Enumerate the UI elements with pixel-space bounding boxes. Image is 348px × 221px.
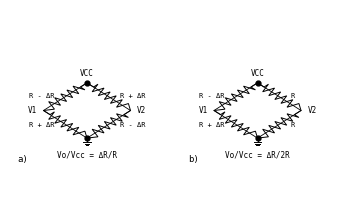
Text: VCC: VCC (251, 69, 264, 78)
Text: V1: V1 (28, 106, 37, 115)
Text: Vo/Vcc = ΔR/2R: Vo/Vcc = ΔR/2R (225, 150, 290, 159)
Text: R: R (290, 122, 295, 128)
Text: V1: V1 (198, 106, 208, 115)
Text: R + ΔR: R + ΔR (120, 93, 145, 99)
Text: Vo/Vcc = ΔR/R: Vo/Vcc = ΔR/R (57, 150, 117, 159)
Text: a): a) (17, 155, 28, 164)
Text: R - ΔR: R - ΔR (120, 122, 145, 128)
Text: b): b) (188, 155, 198, 164)
Text: V2: V2 (137, 106, 146, 115)
Text: V2: V2 (307, 106, 317, 115)
Text: R + ΔR: R + ΔR (199, 122, 225, 128)
Text: R + ΔR: R + ΔR (29, 122, 54, 128)
Text: R - ΔR: R - ΔR (29, 93, 54, 99)
Text: R: R (290, 93, 295, 99)
Text: VCC: VCC (80, 69, 94, 78)
Text: R - ΔR: R - ΔR (199, 93, 225, 99)
